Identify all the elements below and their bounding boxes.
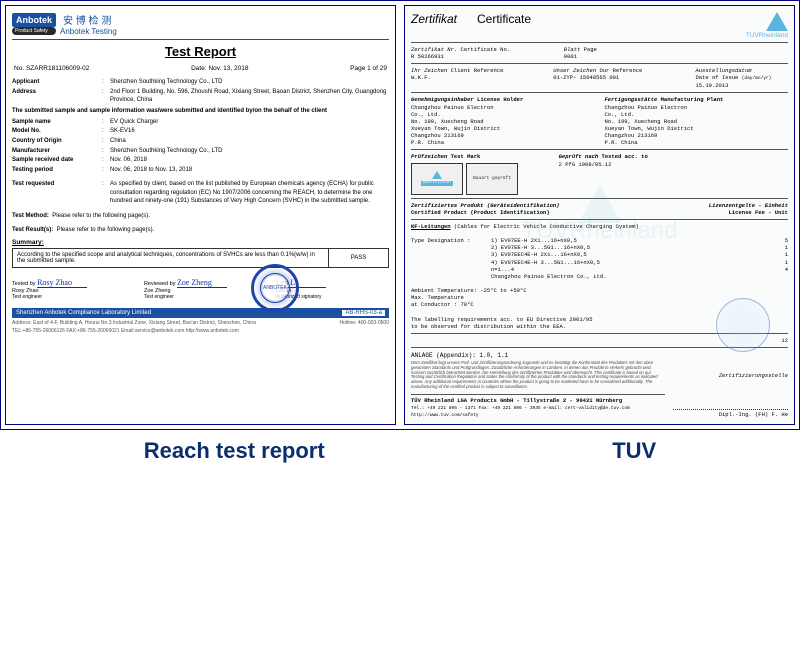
anlage: ANLAGE (Appendix): 1.0, 1.1	[411, 352, 788, 359]
footer-contact: Address: East of 4-F, Building A, Hourui…	[12, 320, 389, 326]
title-en: Certificate	[477, 12, 531, 26]
tuv-logo: TÜVRheinland	[746, 12, 788, 39]
anbotek-cn: 安 博 检 测	[63, 12, 117, 27]
tuv-test-badge: ZERTIFIZIERT	[411, 163, 463, 195]
anbotek-sub: Anbotek Testing	[60, 27, 117, 36]
fineprint: Dem Zertifikat liegt unsere Prüf- und Ze…	[411, 361, 665, 390]
tuv-certificate-document: TÜVRheinland Zertifikat Certificate TÜVR…	[404, 5, 795, 425]
triangle-icon	[766, 12, 788, 31]
tuv-footer: TÜV Rheinland LGA Products GmbH - Tillys…	[411, 394, 665, 418]
tuv-header: Zertifikat Certificate TÜVRheinland	[411, 12, 788, 39]
title-de: Zertifikat	[411, 12, 457, 26]
summary-heading: Summary:	[12, 239, 389, 246]
product-header: Zertifiziertes Produkt (Geräteidentifika…	[411, 202, 788, 216]
anbotek-badge: Product Safety	[12, 27, 56, 35]
cert-number-row: Zertifikat Nr. Certificate No. R 5026693…	[411, 46, 788, 60]
footer-bar: Shenzhen Anbotek Compliance Laboratory L…	[12, 308, 389, 318]
reference-row: Ihr Zeichen Client Reference W.K.F. Unse…	[411, 67, 788, 89]
caption-left: Reach test report	[144, 438, 325, 464]
divider	[12, 39, 389, 40]
documents-frame: Anbotek Product Safety 安 博 检 测 Anbotek T…	[0, 0, 800, 430]
holder-row: Genehmigungsinhaber License Holder Chang…	[411, 96, 788, 146]
report-no: No. SZARR181106009-02	[14, 65, 89, 72]
tuv-stamp	[716, 298, 770, 352]
submitted-note: The submitted sample and sample informat…	[12, 107, 389, 115]
report-meta: No. SZARR181106009-02 Date: Nov. 13, 201…	[12, 65, 389, 72]
report-page: Page 1 of 29	[350, 65, 387, 72]
summary-table: According to the specified scope and ana…	[12, 248, 389, 268]
anbotek-logo-row: Anbotek Product Safety 安 博 检 测 Anbotek T…	[12, 12, 389, 36]
applicant-fields: Applicant:Shenzhen Southking Technology …	[12, 78, 389, 234]
certification-stamp: ANBOTEK	[251, 264, 299, 312]
caption-right: TUV	[612, 438, 656, 464]
tuv-signature: Dipl.-Ing. (FH) F. He	[673, 409, 788, 418]
signature-row: ANBOTEK Tested by Rosy Zhao Rosy Zhao Te…	[12, 278, 389, 300]
testmark-row: Prüfzeichen Test Mark ZERTIFIZIERT Bauar…	[411, 153, 788, 194]
captions-row: Reach test report TUV	[0, 438, 800, 474]
pass-cell: PASS	[329, 249, 389, 268]
report-date: Date: Nov. 13, 2018	[191, 65, 248, 72]
reach-report-document: Anbotek Product Safety 安 博 检 测 Anbotek T…	[5, 5, 396, 425]
report-title: Test Report	[12, 44, 389, 59]
anbotek-logo: Anbotek	[12, 13, 56, 27]
